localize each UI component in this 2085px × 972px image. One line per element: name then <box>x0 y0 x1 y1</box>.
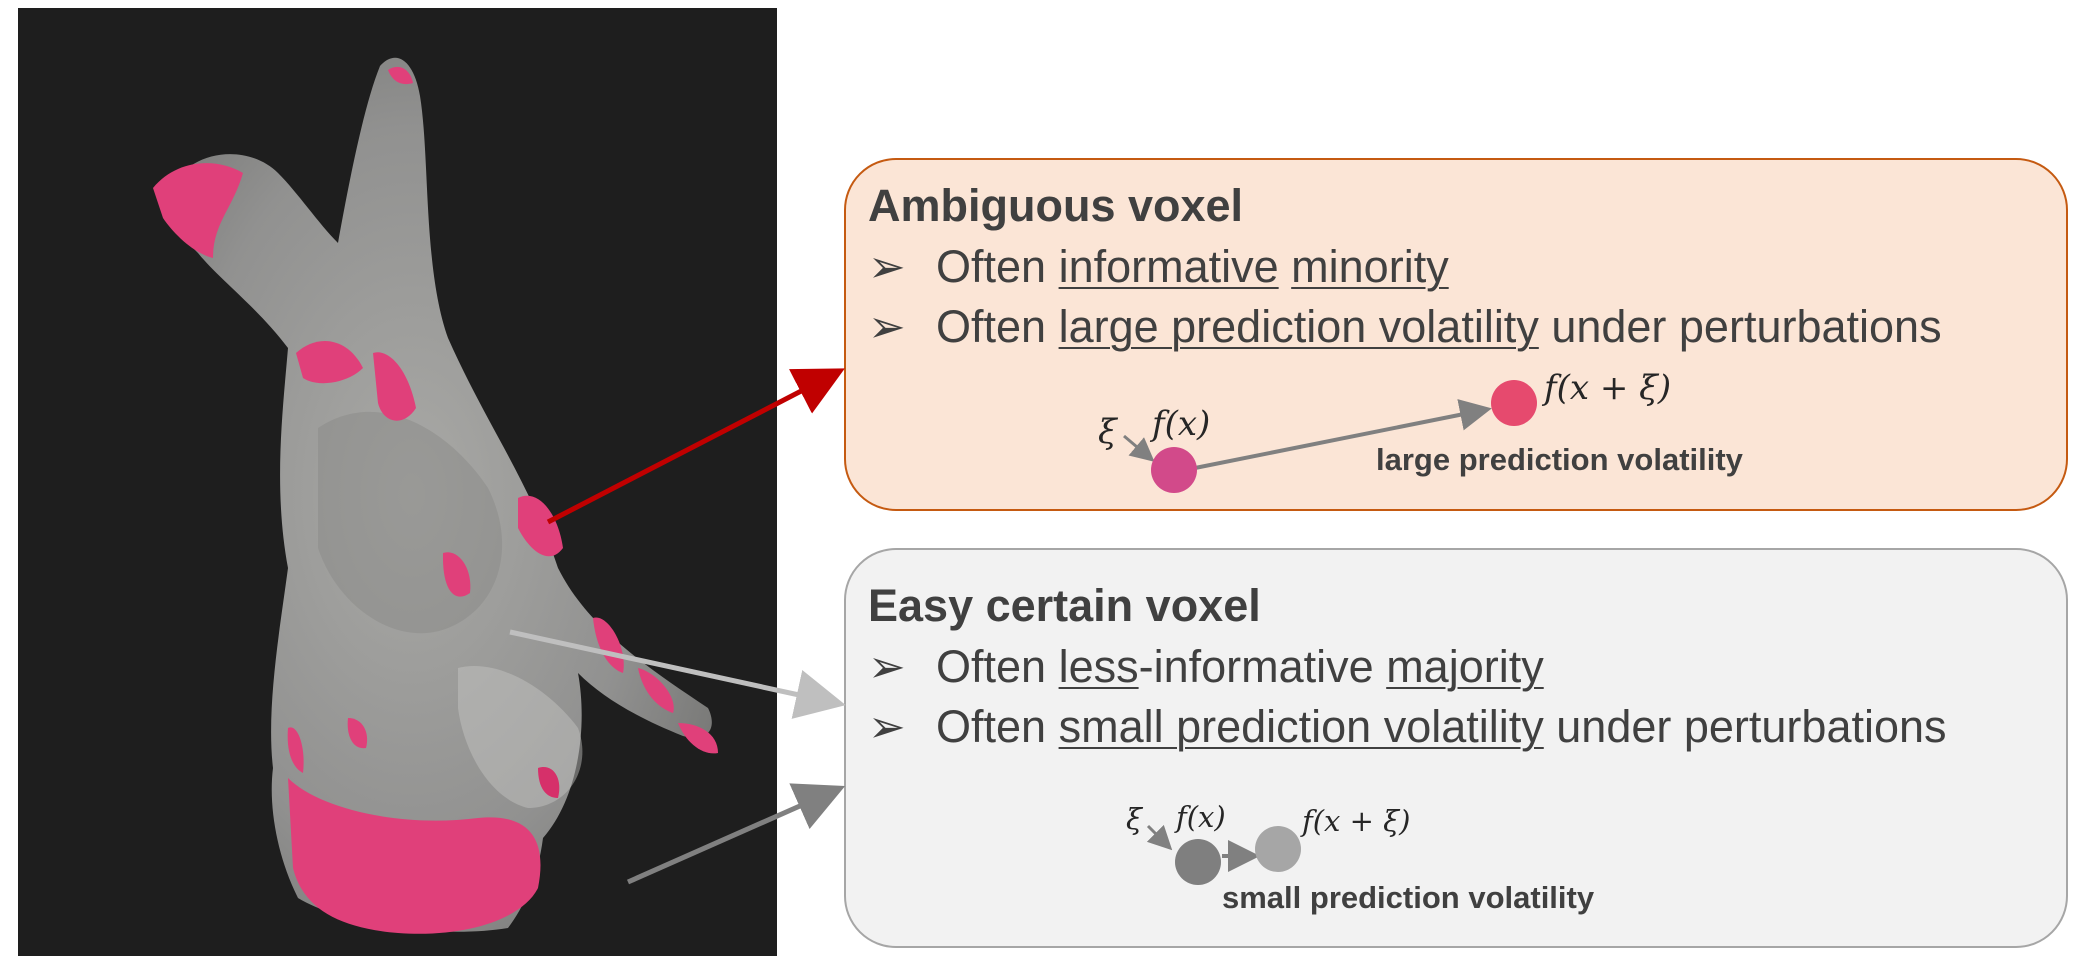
pink-patch <box>287 727 304 773</box>
fxxi-label-easy: f(x + ξ) <box>1302 804 1411 838</box>
bullet-mid: -informative <box>1138 641 1387 692</box>
easy-bullet-volatility: ➢ Often small prediction volatility under… <box>868 700 1947 753</box>
anatomy-render <box>18 8 777 956</box>
xi-label-easy: ξ <box>1126 802 1142 836</box>
fxxi-label-ambiguous: f(x + ξ) <box>1544 368 1672 408</box>
ambiguous-bullet-minority: ➢ Often informative minority <box>868 240 1449 293</box>
bullet-prefix: Often <box>936 641 1059 692</box>
pink-patch <box>347 718 368 749</box>
bullet-arrow-icon: ➢ <box>868 701 906 752</box>
pink-patch-base <box>288 778 541 934</box>
bullet-arrow-icon: ➢ <box>868 241 906 292</box>
fx-label-easy: f(x) <box>1176 800 1226 834</box>
xi-label-ambiguous: ξ <box>1098 412 1117 452</box>
underlined-term-less: less <box>1058 641 1139 692</box>
ambiguous-bullet-volatility: ➢ Often large prediction volatility under… <box>868 300 1942 353</box>
pink-patch <box>442 552 471 597</box>
underlined-term-large-volatility: large prediction volatility <box>1058 301 1539 352</box>
underlined-term-majority: majority <box>1386 641 1544 692</box>
ambiguous-voxel-title: Ambiguous voxel <box>868 180 1244 231</box>
bullet-arrow-icon: ➢ <box>868 301 906 352</box>
bullet-suffix: under perturbations <box>1538 301 1942 352</box>
underlined-term-minority: minority <box>1291 241 1449 292</box>
pink-patch <box>296 341 363 384</box>
small-volatility-label: small prediction volatility <box>1222 880 1595 915</box>
bullet-suffix: under perturbations <box>1543 701 1947 752</box>
bullet-prefix: Often <box>936 301 1059 352</box>
bullet-separator <box>1279 241 1292 292</box>
easy-bullet-majority: ➢ Often less-informative majority <box>868 640 1544 693</box>
pink-patch-hot <box>518 495 563 557</box>
underlined-term-informative: informative <box>1058 241 1279 292</box>
bullet-prefix: Often <box>936 701 1059 752</box>
pink-patch <box>373 352 416 421</box>
pink-patch-tip <box>153 163 243 258</box>
underlined-term-small-volatility: small prediction volatility <box>1058 701 1544 752</box>
anatomy-mesh-image <box>153 57 718 934</box>
large-volatility-label: large prediction volatility <box>1376 442 1743 477</box>
pink-patch <box>538 767 560 798</box>
bullet-arrow-icon: ➢ <box>868 641 906 692</box>
pink-patch-top <box>388 66 413 85</box>
bullet-prefix: Often <box>936 241 1059 292</box>
ambiguous-voxel-box: Ambiguous voxel ➢ Often informative minor… <box>844 158 2068 511</box>
pink-patch <box>678 723 718 754</box>
fx-label-ambiguous: f(x) <box>1152 404 1211 444</box>
easy-voxel-box: Easy certain voxel ➢ Often less-informati… <box>844 548 2068 948</box>
easy-voxel-title: Easy certain voxel <box>868 580 1261 631</box>
